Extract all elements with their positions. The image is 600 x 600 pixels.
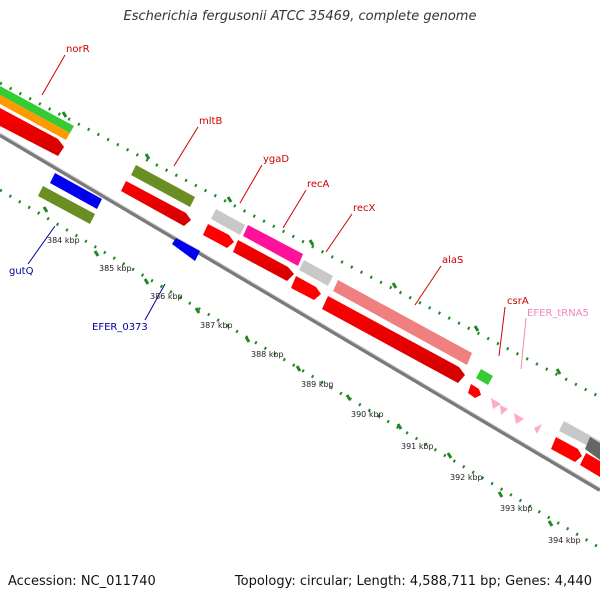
label-alaS: alaS [442,255,463,266]
label-EFER_0373: EFER_0373 [92,322,148,333]
kbp-label: 385 kbp [99,264,132,273]
upper-major-ticks [61,111,562,375]
accession-text: Accession: NC_011740 [8,574,156,589]
lower-major-ticks [42,206,554,527]
gene-right-red-1 [551,437,582,462]
gene-right-red-2 [580,453,600,477]
kbp-label: 389 kbp [301,380,334,389]
gene-trna-2 [500,405,508,415]
kbp-label: 387 kbp [200,321,233,330]
gene-ygaD [211,209,245,235]
gene-recX [299,260,333,286]
label-gutQ: gutQ [9,266,34,277]
gene-trna-3 [514,413,524,424]
minus-strand-genes [38,173,200,261]
gene-recA [243,225,303,266]
label-norR: norR [66,44,90,55]
gene-gutQ-blue [50,173,102,209]
gene-alaS [333,280,472,365]
kbp-label: 392 kbp [450,473,483,482]
gene-recX-red [291,276,321,300]
feature-bands-top [0,86,74,156]
plus-strand-genes [121,165,600,477]
kbp-label: 390 kbp [351,410,384,419]
label-recA: recA [307,179,330,190]
label-EFER_tRNA5: EFER_tRNA5 [527,308,589,319]
summary-text: Topology: circular; Length: 4,588,711 bp… [234,574,592,589]
gene-csrA-red [468,384,481,398]
kbp-label: 391 kbp [401,442,434,451]
kbp-label: 386 kbp [150,292,183,301]
kbp-label: 388 kbp [251,350,284,359]
gene-ygaD-red [203,224,234,248]
map-title: Escherichia fergusonii ATCC 35469, compl… [123,9,477,24]
kbp-labels: 384 kbp 385 kbp 386 kbp 387 kbp 388 kbp … [47,236,581,545]
gene-gutQ-green [38,186,95,224]
label-csrA: csrA [507,296,529,307]
label-ygaD: ygaD [263,154,289,165]
upper-tick-track [0,81,600,399]
gene-csrA [476,369,493,385]
gene-right-dark [585,437,600,460]
label-recX: recX [353,203,376,214]
label-mltB: mltB [199,116,222,127]
gene-trna-1 [491,398,501,409]
label-leader-lines [27,54,527,370]
gene-labels: norR mltB ygaD recA recX alaS csrA EFER_… [9,44,589,333]
gene-mltB [131,165,195,207]
gene-trna-4 [534,424,542,434]
kbp-label: 384 kbp [47,236,80,245]
gene-EFER_0373 [172,238,200,261]
kbp-label: 393 kbp [500,504,533,513]
kbp-label: 394 kbp [548,536,581,545]
backbone-line [0,133,600,492]
